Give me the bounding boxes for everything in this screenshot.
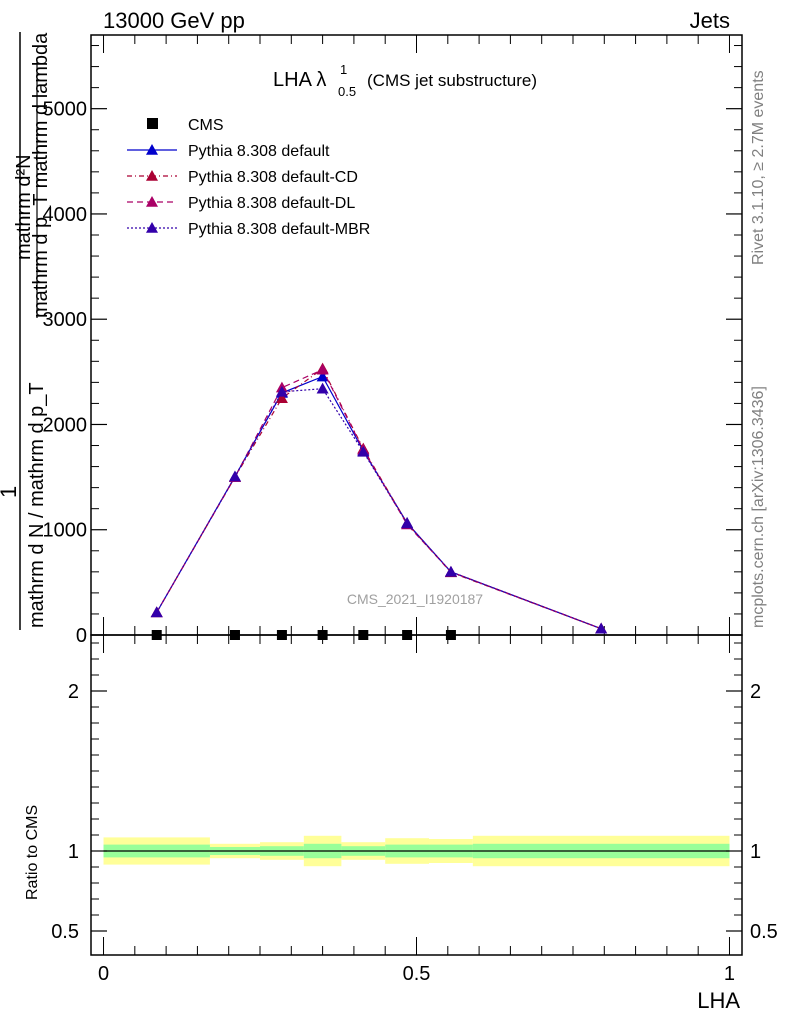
series-marker-4 <box>357 445 370 457</box>
legend-marker <box>146 222 158 233</box>
ratio-y-tick-label: 2 <box>68 681 79 703</box>
ylabel-line2: mathrm d p_T mathrm d lambda <box>30 32 52 318</box>
series-marker-4 <box>595 622 608 634</box>
plot-title: LHA λ 1 0.5 (CMS jet substructure) <box>273 62 537 99</box>
ylabel-one: 1 <box>0 486 21 498</box>
ratio-y-tick-label-right: 0.5 <box>750 921 778 943</box>
series-marker-4 <box>444 565 457 577</box>
plot-title-sup: 1 <box>340 62 347 77</box>
main-y-tick-label: 3000 <box>43 309 88 331</box>
plot-title-sub: 0.5 <box>338 84 356 99</box>
plot-title-suffix: (CMS jet substructure) <box>367 71 537 90</box>
x-tick-label: 1 <box>724 963 735 985</box>
legend-label: Pythia 8.308 default-MBR <box>188 221 370 238</box>
main-x-ticks <box>103 35 730 635</box>
legend-marker-cms <box>147 118 158 129</box>
main-y-tick-label: 5000 <box>43 99 88 121</box>
ratio-y-axis: 0.5 0.5 1 1 2 2 <box>51 642 778 943</box>
analysis-watermark: CMS_2021_I1920187 <box>347 591 483 607</box>
ylabel-line3: mathrm d N / mathrm d p_T <box>26 382 48 628</box>
ratio-plot-frame <box>90 634 743 956</box>
cms-data-marker <box>229 630 240 640</box>
cms-data-marker <box>151 630 162 640</box>
main-y-tick-label: 4000 <box>43 204 88 226</box>
cms-data-marker <box>276 630 287 640</box>
rivet-info-label: Rivet 3.1.10, ≥ 2.7M events <box>750 70 767 265</box>
legend-label: Pythia 8.308 default-CD <box>188 169 358 186</box>
legend-label: CMS <box>188 117 224 134</box>
series-line-3 <box>156 368 602 630</box>
main-y-axis-label: mathrm d²N mathrm d p_T mathrm d lambda … <box>0 32 52 630</box>
cms-data-marker <box>445 630 456 640</box>
ratio-y-tick-label: 1 <box>68 841 79 863</box>
series-marker-3 <box>316 363 329 375</box>
series-marker-1 <box>316 370 329 382</box>
legend-marker <box>146 196 158 207</box>
series-line-2 <box>156 367 602 630</box>
mcplots-info-label: mcplots.cern.ch [arXiv:1306.3436] <box>750 386 767 628</box>
x-tick-label: 0 <box>98 963 109 985</box>
legend-marker <box>146 144 158 155</box>
series-marker-4 <box>401 517 414 529</box>
series-marker-4 <box>150 606 163 618</box>
ratio-y-tick-label: 0.5 <box>51 921 79 943</box>
main-y-tick-label: 0 <box>76 625 87 647</box>
ratio-y-tick-label-right: 1 <box>750 841 761 863</box>
cms-data-marker <box>402 630 413 640</box>
series-marker-2 <box>275 392 288 403</box>
main-y-axis: 0 1000 2000 3000 4000 5000 <box>43 45 742 647</box>
main-y-tick-label: 1000 <box>43 520 88 542</box>
main-y-tick-label: 2000 <box>43 414 88 436</box>
series-marker-4 <box>228 470 241 482</box>
ratio-y-axis-label: Ratio to CMS <box>24 805 41 900</box>
series-marker-4 <box>275 385 288 397</box>
plot-title-main: LHA λ <box>273 69 326 91</box>
x-axis-label: LHA <box>697 988 740 1013</box>
series-marker-4 <box>316 382 329 394</box>
ylabel-line1: mathrm d²N <box>13 154 35 260</box>
series-layer <box>150 362 608 640</box>
legend-label: Pythia 8.308 default <box>188 143 330 160</box>
legend-marker <box>146 170 158 181</box>
x-tick-label: 0.5 <box>403 963 431 985</box>
x-axis: 0 0.5 1 <box>98 635 735 985</box>
cms-data-marker <box>358 630 369 640</box>
header-energy-label: 13000 GeV pp <box>103 8 245 33</box>
cms-data-marker <box>317 630 328 640</box>
legend-label: Pythia 8.308 default-DL <box>188 195 355 212</box>
header-category-label: Jets <box>690 8 730 33</box>
ratio-y-tick-label-right: 2 <box>750 681 761 703</box>
series-line-4 <box>156 388 602 630</box>
legend: CMS Pythia 8.308 default Pythia 8.308 defa… <box>127 117 370 238</box>
